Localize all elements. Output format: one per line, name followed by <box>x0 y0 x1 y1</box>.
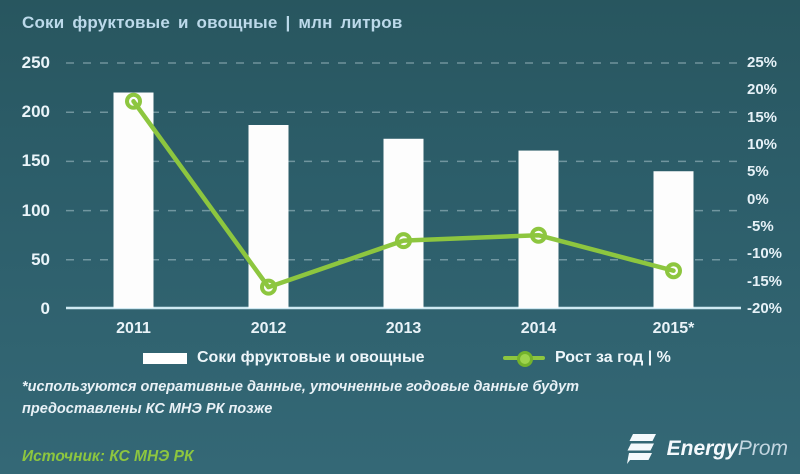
legend: Соки фруктовые и овощные Рост за год | % <box>0 345 800 371</box>
left-axis-tick-150: 150 <box>21 151 50 171</box>
legend-line-swatch <box>503 349 545 367</box>
right-axis-tick-15: 15% <box>747 108 778 126</box>
energyprom-logo-icon <box>626 434 656 464</box>
growth-line <box>131 99 676 290</box>
plot-area <box>66 62 741 310</box>
x-axis-label-2013: 2013 <box>385 320 422 337</box>
left-axis-tick-200: 200 <box>21 102 50 122</box>
legend-entry-bars: Соки фруктовые и овощные <box>143 345 425 371</box>
source-label: Источник: КС МНЭ РК <box>22 448 194 465</box>
bar-2011 <box>113 92 154 308</box>
legend-entry-line: Рост за год | % <box>503 345 671 371</box>
x-axis-label-2012: 2012 <box>250 320 287 337</box>
x-axis-label-2014: 2014 <box>520 320 557 337</box>
growth-marker-2011 <box>125 92 142 110</box>
growth-marker-2015* <box>665 262 682 280</box>
growth-marker-2013 <box>395 232 412 250</box>
legend-bar-label: Соки фруктовые и овощные <box>197 349 425 366</box>
bar-2015* <box>653 171 694 308</box>
energyprom-logo: EnergyProm <box>625 433 788 465</box>
chart-title: Соки фруктовые и овощные | млн литров <box>22 13 403 32</box>
left-axis-tick-50: 50 <box>31 249 50 269</box>
growth-marker-2012 <box>260 278 277 296</box>
left-axis-tick-100: 100 <box>21 200 50 220</box>
right-axis-tick--15: -15% <box>747 272 783 290</box>
left-axis-tick-0: 0 <box>40 299 50 318</box>
left-axis-tick-250: 250 <box>21 53 50 72</box>
right-axis-tick--5: -5% <box>747 218 774 235</box>
right-axis-tick-5: 5% <box>747 163 769 181</box>
energyprom-logo-text: EnergyProm <box>667 434 788 464</box>
bar-2012 <box>248 124 289 308</box>
footnote-line-2: предоставлены КС МНЭ РК позже <box>22 401 273 417</box>
x-axis-label-2011: 2011 <box>116 320 151 337</box>
bar-2013 <box>383 138 424 308</box>
footnote: *используются оперативные данные, уточне… <box>22 376 579 420</box>
right-axis-tick-25: 25% <box>747 54 778 71</box>
right-axis-tick-0: 0% <box>747 190 769 208</box>
legend-line-label: Рост за год | % <box>555 349 671 366</box>
right-axis-tick-20: 20% <box>747 81 778 99</box>
logo-text-prom: Prom <box>737 437 788 460</box>
footnote-line-1: *используются оперативные данные, уточне… <box>22 379 580 395</box>
right-axis-tick--10: -10% <box>747 245 783 263</box>
legend-line-marker-icon <box>517 351 533 367</box>
x-axis-label-2015: 2015* <box>652 320 695 337</box>
right-axis-tick--20: -20% <box>747 300 783 317</box>
legend-bar-swatch <box>143 352 187 364</box>
right-axis-tick-10: 10% <box>747 136 778 153</box>
logo-text-energy: Energy <box>666 437 738 460</box>
growth-marker-2014 <box>530 226 547 244</box>
plot-svg <box>66 62 741 310</box>
